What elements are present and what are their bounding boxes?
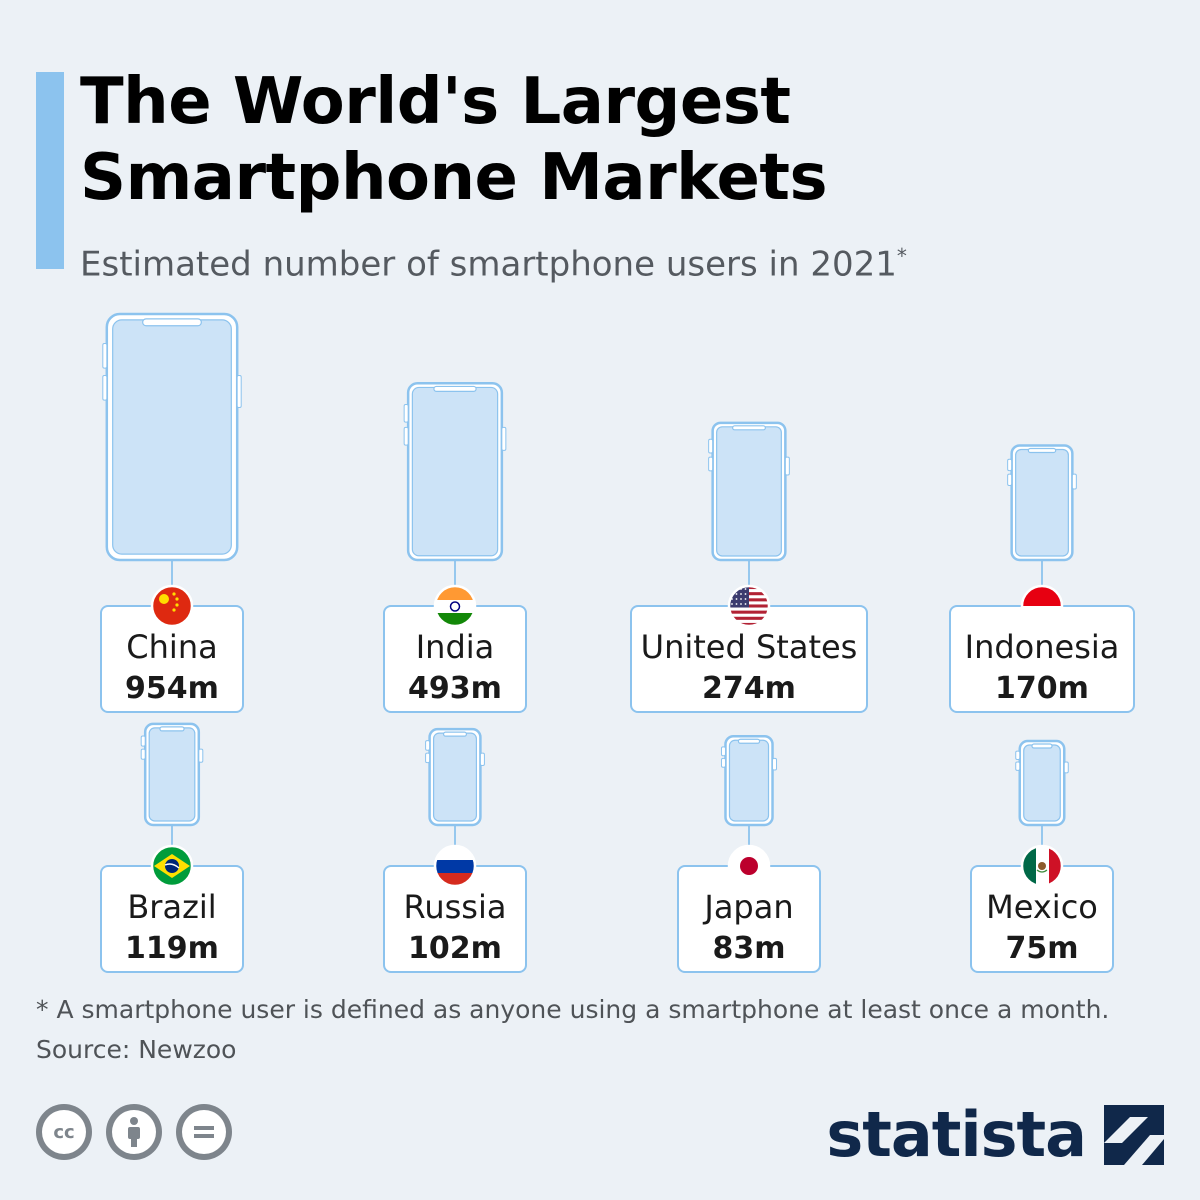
footnote: * A smartphone user is defined as anyone… <box>36 990 1109 1070</box>
country-label-india: India <box>416 628 495 666</box>
brand-name: statista <box>826 1098 1087 1171</box>
mexico-flag-icon <box>1020 844 1064 888</box>
value-label-brazil: 119m <box>125 931 219 966</box>
japan-flag-icon <box>727 844 771 888</box>
phone-japan <box>720 734 778 827</box>
phone-mexico <box>1015 739 1069 827</box>
no-derivatives-icon[interactable] <box>176 1104 232 1160</box>
market-brazil: Brazil 119m <box>100 722 244 973</box>
attribution-icon[interactable] <box>106 1104 162 1160</box>
china-flag-icon <box>150 584 194 628</box>
country-label-china: China <box>126 628 217 666</box>
phone-india <box>403 381 507 562</box>
chart-subtitle: Estimated number of smartphone users in … <box>80 232 907 288</box>
value-label-indonesia: 170m <box>995 671 1089 706</box>
market-indonesia: Indonesia 170m <box>949 444 1135 713</box>
subtitle-text: Estimated number of smartphone users in … <box>80 244 897 285</box>
russia-flag-icon <box>433 844 477 888</box>
value-label-mexico: 75m <box>1005 931 1078 966</box>
value-label-china: 954m <box>125 671 219 706</box>
footnote-note: * A smartphone user is defined as anyone… <box>36 995 1110 1024</box>
market-india: India 493m <box>383 381 527 713</box>
market-russia: Russia 102m <box>383 727 527 973</box>
cc-icon[interactable]: cc <box>36 1104 92 1160</box>
phone-brazil <box>140 722 204 827</box>
market-mexico: Mexico 75m <box>970 739 1114 973</box>
value-label-india: 493m <box>408 671 502 706</box>
country-label-mexico: Mexico <box>986 888 1098 926</box>
market-china: China 954m <box>100 312 244 713</box>
brazil-flag-icon <box>150 844 194 888</box>
market-japan: Japan 83m <box>677 734 821 973</box>
statista-logo-icon <box>1104 1104 1164 1165</box>
market-united-states: United States 274m <box>630 421 868 713</box>
value-label-japan: 83m <box>712 931 785 966</box>
phone-russia <box>425 727 485 827</box>
country-label-indonesia: Indonesia <box>965 628 1120 666</box>
indonesia-flag-icon <box>1020 584 1064 628</box>
india-flag-icon <box>433 584 477 628</box>
country-label-russia: Russia <box>404 888 507 926</box>
value-label-united-states: 274m <box>702 671 796 706</box>
country-label-brazil: Brazil <box>127 888 216 926</box>
us-flag-icon <box>727 584 771 628</box>
chart-title: The World's Largest Smartphone Markets <box>80 65 828 215</box>
country-label-united-states: United States <box>641 628 858 666</box>
footnote-source: Source: Newzoo <box>36 1035 237 1064</box>
license-icons: cc <box>36 1104 232 1160</box>
brand: statista <box>826 1098 1164 1171</box>
phone-china <box>102 312 242 562</box>
value-label-russia: 102m <box>408 931 502 966</box>
accent-bar <box>36 72 64 269</box>
country-label-japan: Japan <box>702 888 793 926</box>
phone-indonesia <box>1007 444 1077 562</box>
subtitle-footnote-mark: * <box>896 244 907 268</box>
phone-united-states <box>708 421 790 562</box>
